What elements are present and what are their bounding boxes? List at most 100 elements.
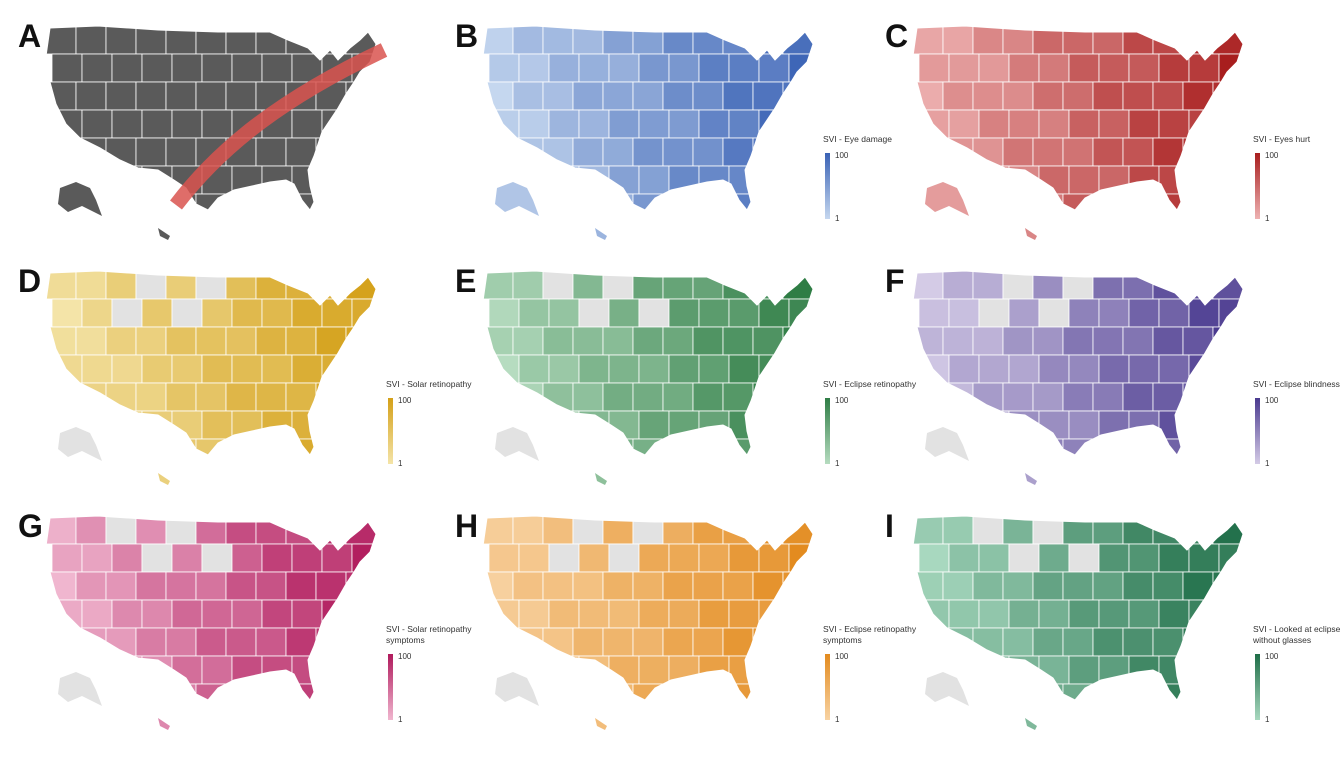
panel-letter: G bbox=[18, 508, 43, 544]
state-region bbox=[483, 627, 514, 657]
state-region bbox=[608, 543, 640, 573]
state-region bbox=[195, 326, 227, 356]
state-region bbox=[1062, 81, 1094, 111]
panel-letter: H bbox=[455, 508, 478, 544]
state-region bbox=[111, 655, 143, 685]
state-region bbox=[46, 627, 77, 657]
legend-max-label: 100 bbox=[835, 652, 849, 661]
state-region bbox=[46, 382, 77, 412]
state-region bbox=[512, 627, 544, 657]
state-region bbox=[698, 543, 730, 573]
state-region bbox=[752, 326, 784, 356]
state-region bbox=[1092, 193, 1124, 210]
state-region bbox=[782, 271, 813, 300]
state-region bbox=[638, 410, 670, 440]
legend-title: SVI - Eclipse retinopathy symptoms bbox=[823, 624, 917, 645]
state-region bbox=[291, 354, 323, 384]
state-region bbox=[1038, 543, 1070, 573]
state-region bbox=[1122, 137, 1154, 167]
state-region bbox=[668, 354, 700, 384]
state-region bbox=[948, 354, 980, 384]
state-region bbox=[572, 627, 604, 657]
state-region bbox=[662, 271, 694, 300]
state-region bbox=[512, 326, 544, 356]
state-region bbox=[1212, 26, 1243, 55]
state-region bbox=[315, 382, 347, 412]
state-region bbox=[638, 298, 670, 328]
state-region bbox=[201, 543, 233, 573]
state-region bbox=[255, 516, 287, 545]
hawaii-shape bbox=[158, 228, 170, 240]
state-region bbox=[1158, 354, 1190, 384]
state-region bbox=[315, 137, 347, 167]
state-region bbox=[602, 81, 634, 111]
state-region bbox=[1212, 683, 1243, 700]
state-region bbox=[46, 271, 77, 300]
state-region bbox=[1002, 438, 1034, 455]
legend-min-label: 1 bbox=[1265, 214, 1270, 223]
state-region bbox=[1152, 516, 1184, 545]
state-region bbox=[578, 109, 610, 139]
state-region bbox=[978, 354, 1010, 384]
legend: SVI - Eclipse retinopathy symptoms 100 1 bbox=[823, 624, 933, 724]
state-region bbox=[542, 137, 574, 167]
state-region bbox=[782, 571, 813, 601]
state-region bbox=[692, 438, 724, 455]
state-region bbox=[1092, 382, 1124, 412]
state-region bbox=[548, 165, 580, 195]
state-region bbox=[602, 683, 634, 700]
state-region bbox=[578, 298, 610, 328]
panel-letter: C bbox=[885, 18, 908, 54]
state-region bbox=[225, 382, 257, 412]
state-region bbox=[255, 137, 287, 167]
legend: SVI - Solar retinopathy symptoms 100 1 bbox=[386, 624, 496, 724]
state-region bbox=[978, 410, 1010, 440]
state-region bbox=[1098, 53, 1130, 83]
state-region bbox=[1032, 571, 1064, 601]
state-region bbox=[345, 326, 376, 356]
state-region bbox=[261, 599, 293, 629]
state-region bbox=[728, 354, 760, 384]
state-region bbox=[165, 571, 197, 601]
state-region bbox=[345, 271, 376, 300]
state-region bbox=[1182, 516, 1214, 545]
state-region bbox=[195, 571, 227, 601]
state-region bbox=[948, 53, 980, 83]
state-region bbox=[488, 543, 520, 573]
state-region bbox=[105, 271, 137, 300]
state-region bbox=[728, 109, 760, 139]
state-region bbox=[1008, 53, 1040, 83]
state-region bbox=[75, 326, 107, 356]
state-region bbox=[788, 410, 813, 440]
state-region bbox=[171, 354, 203, 384]
state-region bbox=[165, 81, 197, 111]
state-region bbox=[662, 382, 694, 412]
state-region bbox=[81, 543, 113, 573]
state-region bbox=[632, 571, 664, 601]
state-region bbox=[692, 137, 724, 167]
state-region bbox=[315, 326, 347, 356]
us-outline bbox=[482, 270, 814, 456]
state-region bbox=[972, 137, 1004, 167]
state-region bbox=[483, 516, 514, 545]
state-region bbox=[75, 137, 107, 167]
state-region bbox=[948, 599, 980, 629]
state-region bbox=[1092, 271, 1124, 300]
panel-letter: E bbox=[455, 263, 476, 299]
state-region bbox=[1212, 516, 1243, 545]
state-region bbox=[662, 193, 694, 210]
state-region bbox=[261, 53, 293, 83]
state-region bbox=[782, 137, 813, 167]
state-region bbox=[1068, 655, 1100, 685]
state-region bbox=[1188, 165, 1220, 195]
state-region bbox=[1158, 599, 1190, 629]
state-region bbox=[1128, 298, 1160, 328]
state-region bbox=[542, 571, 574, 601]
state-region bbox=[752, 683, 784, 700]
state-region bbox=[572, 193, 604, 210]
state-region bbox=[195, 193, 227, 210]
state-region bbox=[602, 382, 634, 412]
us-outline bbox=[482, 25, 814, 211]
state-region bbox=[141, 543, 173, 573]
state-region bbox=[913, 137, 944, 167]
